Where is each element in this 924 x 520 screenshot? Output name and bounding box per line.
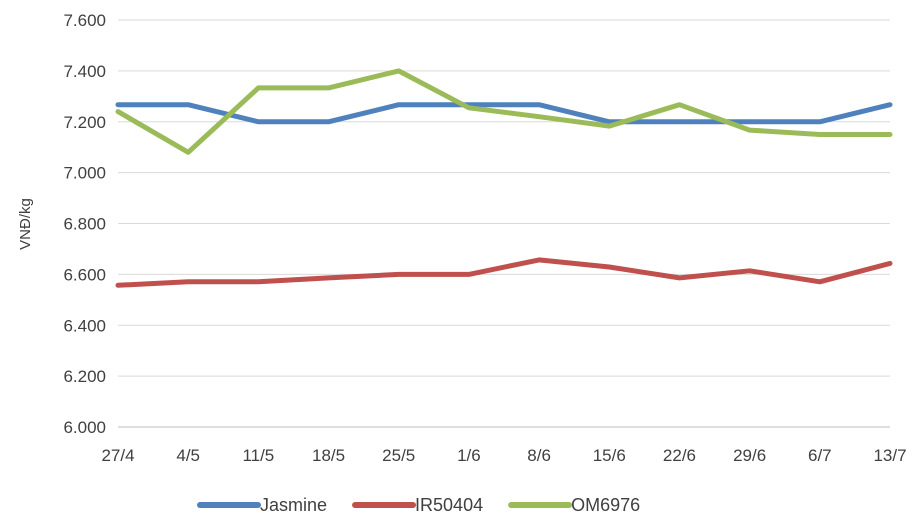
x-tick-label: 4/5 bbox=[176, 446, 200, 465]
gridlines bbox=[118, 19, 890, 428]
y-tick-label: 7.000 bbox=[63, 164, 106, 183]
y-tick-label: 7.600 bbox=[63, 11, 106, 30]
series-line-ir50404 bbox=[115, 257, 893, 288]
x-axis-ticks: 27/4 4/5 11/5 18/5 25/5 1/6 8/6 15/6 22/6 29/6 6/7… bbox=[101, 446, 906, 465]
x-tick-label: 22/6 bbox=[663, 446, 696, 465]
x-tick-label: 6/7 bbox=[808, 446, 832, 465]
legend: Jasmine IR50404 OM6976 bbox=[197, 495, 640, 515]
y-axis-title: VNĐ/kg bbox=[17, 198, 34, 250]
legend-label: OM6976 bbox=[571, 495, 640, 515]
legend-label: IR50404 bbox=[415, 495, 483, 515]
series-lines bbox=[115, 68, 893, 288]
x-tick-label: 15/6 bbox=[593, 446, 626, 465]
x-tick-label: 13/7 bbox=[873, 446, 906, 465]
y-tick-label: 6.800 bbox=[63, 215, 106, 234]
y-tick-label: 7.400 bbox=[63, 62, 106, 81]
y-axis-ticks: 6.000 6.200 6.400 6.600 6.800 7.000 7.200 7.400… bbox=[63, 11, 106, 437]
x-tick-label: 18/5 bbox=[312, 446, 345, 465]
y-tick-label: 6.400 bbox=[63, 316, 106, 335]
x-tick-label: 11/5 bbox=[242, 446, 274, 465]
x-tick-label: 8/6 bbox=[527, 446, 551, 465]
y-tick-label: 6.000 bbox=[63, 418, 106, 437]
x-tick-label: 27/4 bbox=[101, 446, 134, 465]
x-tick-label: 29/6 bbox=[733, 446, 766, 465]
y-tick-label: 7.200 bbox=[63, 113, 106, 132]
series-line-jasmine bbox=[115, 102, 893, 125]
series-line-om6976 bbox=[115, 68, 893, 155]
x-tick-label: 25/5 bbox=[382, 446, 415, 465]
x-tick-label: 1/6 bbox=[457, 446, 481, 465]
y-tick-label: 6.600 bbox=[63, 265, 106, 284]
y-tick-label: 6.200 bbox=[63, 367, 106, 386]
legend-label: Jasmine bbox=[260, 495, 327, 515]
